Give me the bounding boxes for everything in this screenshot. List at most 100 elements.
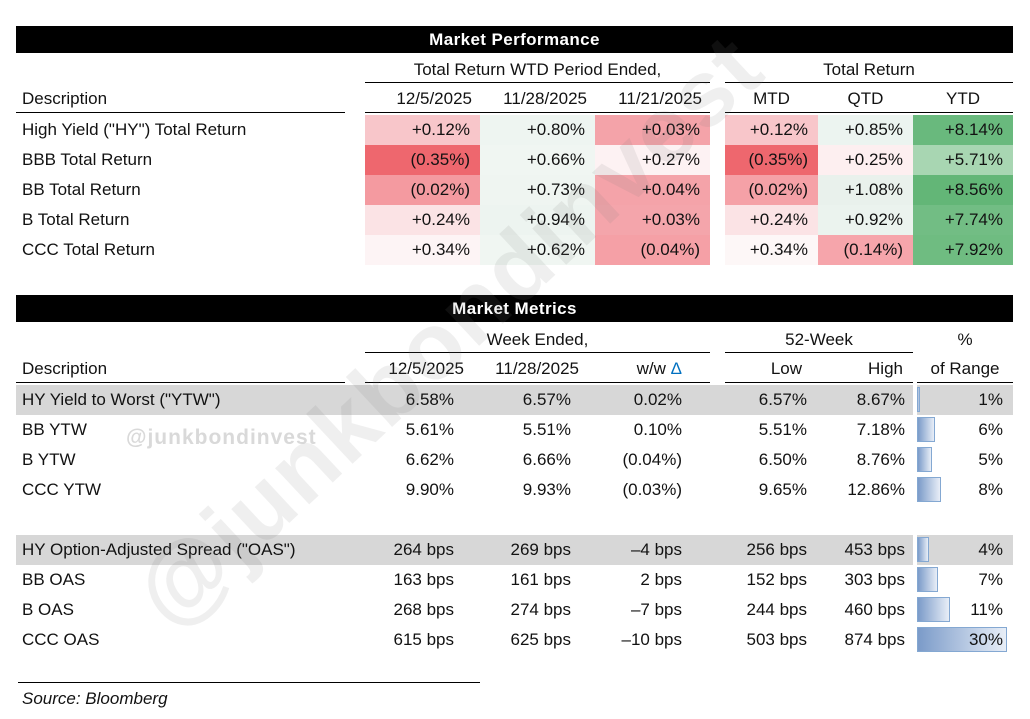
- heatmap-value-cell: +0.24%: [725, 205, 818, 235]
- column-header-week-2: 11/28/2025: [495, 359, 579, 378]
- column-gap: [710, 385, 725, 415]
- metric-value-cell: 615 bps: [393, 630, 455, 649]
- row-label: HY Yield to Worst ("YTW"): [22, 390, 221, 409]
- column-gap: [345, 565, 365, 595]
- column-header-low: Low: [770, 359, 802, 378]
- source-note: Source: Bloomberg: [22, 689, 168, 708]
- metrics-table-row: HY Yield to Worst ("YTW") 6.58% 6.57% 0.02%…: [16, 385, 1013, 415]
- metric-value-cell: –7 bps: [630, 600, 682, 619]
- performance-total-return-group-header: Total Return: [725, 56, 1013, 83]
- metric-value-cell: 274 bps: [510, 600, 572, 619]
- heatmap-value-cell: +0.92%: [818, 205, 913, 235]
- metric-value-cell: –10 bps: [621, 630, 683, 649]
- range-separator: [913, 415, 917, 445]
- range-data-bar: [917, 537, 929, 562]
- metrics-table-body: HY Yield to Worst ("YTW") 6.58% 6.57% 0.02%…: [16, 385, 1013, 655]
- range-percent-label: 4%: [978, 540, 1003, 559]
- heatmap-value-cell: +0.12%: [725, 115, 818, 145]
- column-header-date-1: 12/5/2025: [396, 89, 472, 108]
- range-percent-label: 6%: [978, 420, 1003, 439]
- heatmap-value-cell: +0.12%: [365, 115, 480, 145]
- range-separator: [913, 595, 917, 625]
- metrics-52-week-group-header: 52-Week: [725, 326, 913, 353]
- column-gap: [345, 535, 365, 565]
- range-data-bar: [917, 387, 920, 412]
- metrics-table-title: Market Metrics: [16, 295, 1013, 322]
- high-value-cell: 7.18%: [856, 420, 905, 439]
- low-value-cell: 6.57%: [758, 390, 807, 409]
- performance-table-title: Market Performance: [16, 26, 1013, 53]
- performance-table-row: CCC Total Return +0.34% +0.62% (0.04%) +0.34…: [16, 235, 1013, 265]
- column-gap: [345, 475, 365, 505]
- row-label: BB Total Return: [22, 180, 141, 199]
- heatmap-value-cell: (0.02%): [725, 175, 818, 205]
- column-gap: [345, 115, 365, 145]
- performance-table-row: BB Total Return (0.02%) +0.73% +0.04% (0.02%…: [16, 175, 1013, 205]
- row-label: BB YTW: [22, 420, 87, 439]
- heatmap-value-cell: +0.94%: [480, 205, 595, 235]
- metric-value-cell: 6.57%: [522, 390, 571, 409]
- row-label: HY Option-Adjusted Spread ("OAS"): [22, 540, 296, 559]
- metric-value-cell: 5.61%: [405, 420, 454, 439]
- range-separator: [913, 385, 917, 415]
- metric-value-cell: 0.10%: [633, 420, 682, 439]
- row-label: B Total Return: [22, 210, 130, 229]
- column-header-of-range: of Range: [917, 356, 1013, 383]
- range-data-bar: [917, 417, 935, 442]
- performance-table-row: High Yield ("HY") Total Return +0.12% +0.8…: [16, 115, 1013, 145]
- column-gap: [345, 385, 365, 415]
- source-divider-line: [18, 682, 480, 683]
- low-value-cell: 256 bps: [746, 540, 808, 559]
- metric-value-cell: 269 bps: [510, 540, 572, 559]
- range-separator: [913, 625, 917, 655]
- heatmap-value-cell: (0.04%): [595, 235, 710, 265]
- section-spacer: [16, 505, 1013, 535]
- column-gap: [710, 475, 725, 505]
- metrics-week-headers: 12/5/2025 11/28/2025 w/w Δ: [365, 356, 710, 383]
- row-label: CCC OAS: [22, 630, 100, 649]
- high-value-cell: 12.86%: [847, 480, 905, 499]
- low-value-cell: 244 bps: [746, 600, 808, 619]
- range-percent-label: 5%: [978, 450, 1003, 469]
- heatmap-value-cell: +0.34%: [725, 235, 818, 265]
- column-gap: [345, 175, 365, 205]
- range-percent-label: 30%: [968, 630, 1003, 649]
- metrics-table-row: B OAS 268 bps 274 bps –7 bps 244 bps 460 bps 1…: [16, 595, 1013, 625]
- heatmap-value-cell: +8.14%: [913, 115, 1013, 145]
- metric-value-cell: 6.58%: [405, 390, 454, 409]
- row-label: CCC Total Return: [22, 240, 155, 259]
- metrics-percent-group-header: %: [957, 330, 973, 349]
- column-gap: [710, 535, 725, 565]
- column-gap: [710, 595, 725, 625]
- high-value-cell: 874 bps: [844, 630, 906, 649]
- heatmap-value-cell: +0.04%: [595, 175, 710, 205]
- column-gap: [345, 145, 365, 175]
- heatmap-value-cell: +7.92%: [913, 235, 1013, 265]
- column-gap: [710, 445, 725, 475]
- column-gap: [345, 235, 365, 265]
- delta-symbol: Δ: [670, 359, 682, 378]
- metric-value-cell: 5.51%: [522, 420, 571, 439]
- range-cell: 4%: [917, 535, 1013, 565]
- heatmap-value-cell: +0.66%: [480, 145, 595, 175]
- column-gap: [710, 625, 725, 655]
- range-separator: [913, 565, 917, 595]
- heatmap-value-cell: (0.35%): [365, 145, 480, 175]
- performance-description-header: Description: [16, 86, 345, 113]
- column-header-wow-delta: w/w Δ: [595, 356, 710, 382]
- metric-value-cell: 161 bps: [510, 570, 572, 589]
- heatmap-value-cell: +0.73%: [480, 175, 595, 205]
- performance-period-headers: MTD QTD YTD: [725, 86, 1013, 113]
- metric-value-cell: 2 bps: [640, 570, 682, 589]
- metric-value-cell: –4 bps: [630, 540, 682, 559]
- range-separator: [913, 535, 917, 565]
- high-value-cell: 453 bps: [844, 540, 906, 559]
- range-percent-label: 8%: [978, 480, 1003, 499]
- column-gap: [345, 445, 365, 475]
- row-label: B OAS: [22, 600, 74, 619]
- metrics-table-row: CCC OAS 615 bps 625 bps –10 bps 503 bps 874 b…: [16, 625, 1013, 655]
- metric-value-cell: 163 bps: [393, 570, 455, 589]
- range-percent-label: 11%: [970, 600, 1003, 619]
- heatmap-value-cell: +0.34%: [365, 235, 480, 265]
- range-data-bar: [917, 627, 1007, 652]
